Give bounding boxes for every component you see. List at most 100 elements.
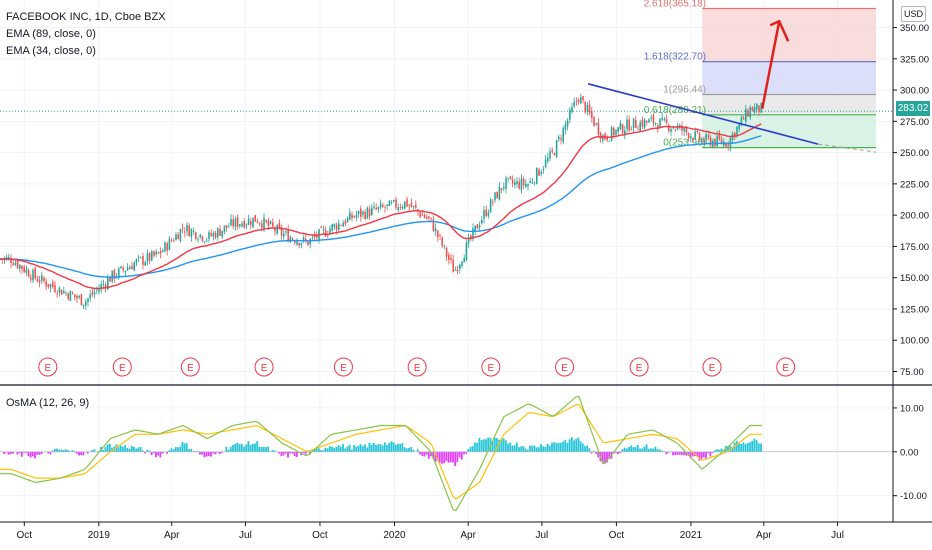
candle-body <box>89 294 91 299</box>
candle-body <box>397 207 399 210</box>
osma-bar <box>408 447 410 452</box>
osma-bar <box>40 451 43 455</box>
osma-bar <box>535 447 538 452</box>
osma-bar <box>181 441 184 452</box>
candle-body <box>320 226 322 228</box>
osma-bar <box>104 447 107 452</box>
osma-bar <box>368 442 371 452</box>
osma-macd-line <box>0 395 762 512</box>
osma-bar <box>480 440 483 452</box>
osma-bar <box>702 451 705 458</box>
osma-bar <box>29 451 32 458</box>
candle-body <box>313 235 316 238</box>
osma-bar <box>403 447 406 452</box>
candle-body <box>604 133 606 140</box>
candle-body <box>212 232 215 237</box>
candle-body <box>274 227 276 232</box>
osma-bar <box>636 444 639 452</box>
osma-bar <box>313 449 316 452</box>
candle-body <box>10 259 12 263</box>
osma-bar <box>190 449 193 452</box>
osma-bar <box>586 445 589 452</box>
candle-body <box>78 296 80 298</box>
osma-bar <box>287 451 289 458</box>
candle-body <box>439 235 441 237</box>
candle-body <box>331 224 333 231</box>
candle-body <box>307 240 309 246</box>
candle-body <box>276 225 278 234</box>
osma-bar <box>460 451 463 460</box>
candle-body <box>344 220 347 225</box>
candle-body <box>324 230 327 237</box>
osma-bar <box>687 451 690 456</box>
osma-bar <box>364 444 366 452</box>
candle-body <box>452 259 454 273</box>
osma-bar <box>221 451 223 453</box>
osma-bar <box>619 451 622 454</box>
osma-bar <box>212 451 215 454</box>
osma-bar <box>641 448 644 452</box>
osma-bar <box>355 446 358 452</box>
osma-bar <box>135 448 138 452</box>
projection-arrow <box>760 21 781 110</box>
fib-level-label: 0.618(280.21) <box>644 105 706 116</box>
osma-bar <box>339 446 342 452</box>
fib-level-label: 1.618(322.70) <box>644 52 706 63</box>
candle-body <box>674 129 677 130</box>
osma-bar <box>234 443 237 452</box>
osma-bar <box>372 442 375 452</box>
osma-bar <box>18 451 21 454</box>
earnings-marker-label: E <box>261 363 268 374</box>
price-axis-label: 150.00 <box>900 273 929 284</box>
candle-body <box>45 281 47 287</box>
candle-body <box>164 242 166 252</box>
osma-bar <box>23 451 25 453</box>
price-axis-label: 125.00 <box>900 304 929 315</box>
candle-body <box>43 277 45 282</box>
osma-bar <box>62 449 65 452</box>
candle-body <box>351 214 353 219</box>
candle-body <box>85 301 87 306</box>
candle-body <box>483 210 485 219</box>
candle-body <box>263 217 265 229</box>
candle-body <box>74 294 76 297</box>
candle-body <box>190 229 193 237</box>
candle-body <box>357 210 360 215</box>
candle-body <box>278 223 281 229</box>
candle-body <box>221 230 223 237</box>
candle-body <box>184 231 186 233</box>
currency-label[interactable]: USD <box>901 6 926 22</box>
candle-body <box>21 265 23 270</box>
osma-bar <box>157 451 160 456</box>
osma-bar <box>126 448 129 452</box>
osma-title: OsMA (12, 26, 9) <box>6 397 90 409</box>
osma-bar <box>201 451 204 455</box>
candle-body <box>300 242 303 246</box>
candle-body <box>19 264 21 269</box>
candle-body <box>683 127 685 132</box>
earnings-marker-label: E <box>187 363 194 374</box>
candle-body <box>492 201 494 203</box>
osma-bar <box>71 450 74 452</box>
osma-bar <box>727 446 729 452</box>
osma-bar <box>210 451 212 457</box>
time-axis-label: Oct <box>312 530 328 541</box>
osma-bar <box>359 444 362 452</box>
candle-body <box>203 241 206 243</box>
osma-bar <box>394 444 397 452</box>
candle-body <box>643 119 646 128</box>
osma-bar <box>397 443 399 452</box>
osma-bar <box>289 451 292 454</box>
osma-bar <box>399 444 402 452</box>
candle-body <box>599 133 602 139</box>
candle-body <box>258 222 261 224</box>
osma-bar <box>155 451 157 458</box>
candle-body <box>98 288 100 292</box>
candle-body <box>186 224 188 232</box>
earnings-marker <box>254 357 274 377</box>
candle-body <box>140 257 142 258</box>
osma-bar <box>93 449 96 452</box>
osma-bar <box>689 451 692 459</box>
osma-bar <box>645 444 648 452</box>
